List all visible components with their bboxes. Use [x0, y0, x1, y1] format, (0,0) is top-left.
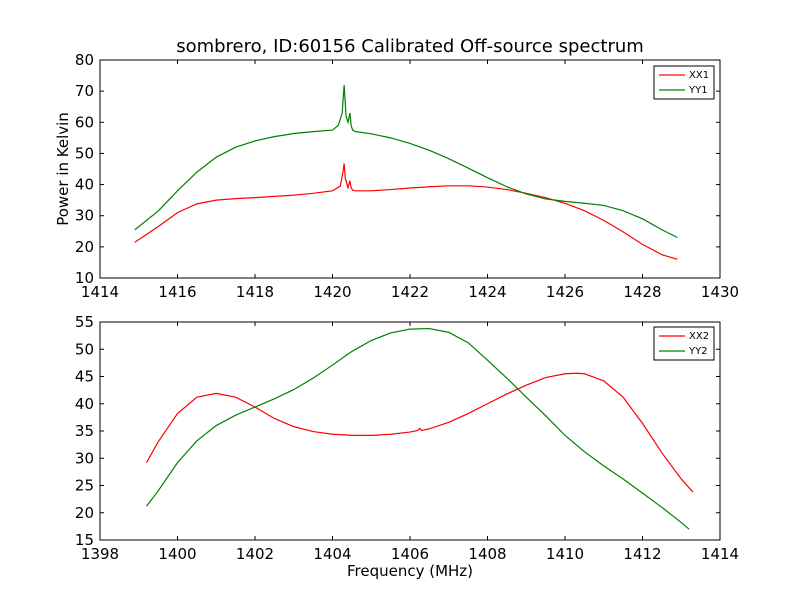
y-tick-label: 50 [75, 340, 94, 358]
y-tick-label: 30 [75, 449, 94, 467]
y-tick-label: 60 [75, 113, 94, 131]
x-tick-label: 1416 [158, 283, 196, 301]
top-ticks: 1414 1416 1418 1420 1422 1424 1426 1428 1430 10 20… [75, 51, 739, 301]
chart-title: sombrero, ID:60156 Calibrated Off-source… [176, 36, 644, 57]
bottom-ticks: 1398 1400 1402 1404 1406 1408 1410 1412 1414 15 20… [75, 313, 739, 563]
top-plot-lines [134, 84, 678, 260]
legend-label-xx2: XX2 [689, 331, 709, 342]
top-legend: XX1 YY1 [653, 65, 715, 100]
legend-label-yy2: YY2 [688, 346, 708, 357]
y-tick-label: 40 [75, 176, 94, 194]
x-tick-label: 1418 [236, 283, 274, 301]
legend-label-xx1: XX1 [689, 70, 709, 81]
y-tick-label: 80 [75, 51, 94, 69]
y-tick-label: 35 [75, 422, 94, 440]
bottom-legend-box [653, 326, 715, 361]
series-line-xx1 [134, 163, 678, 260]
y-tick-label: 70 [75, 82, 94, 100]
x-tick-label: 1414 [701, 545, 739, 563]
x-tick-label: 1408 [468, 545, 506, 563]
x-tick-label: 1428 [623, 283, 661, 301]
x-tick-label: 1400 [158, 545, 196, 563]
x-tick-label: 1422 [391, 283, 429, 301]
y-tick-label: 20 [75, 238, 94, 256]
bottom-legend: XX2 YY2 [653, 326, 715, 361]
series-line-xx2 [145, 372, 694, 493]
x-tick-label: 1412 [623, 545, 661, 563]
y-tick-label: 55 [75, 313, 94, 331]
series-line-yy1 [134, 84, 678, 239]
bottom-spectrum-panel: 1398 1400 1402 1404 1406 1408 1410 1412 1414 15 20… [75, 313, 739, 580]
x-tick-label: 1404 [313, 545, 351, 563]
y-tick-label: 50 [75, 144, 94, 162]
x-tick-label: 1402 [236, 545, 274, 563]
x-tick-label: 1406 [391, 545, 429, 563]
y-tick-label: 15 [75, 531, 94, 549]
y-tick-label: 30 [75, 207, 94, 225]
x-tick-label: 1424 [468, 283, 506, 301]
x-tick-label: 1426 [546, 283, 584, 301]
bottom-plot-lines [145, 327, 694, 530]
x-tick-label: 1414 [81, 283, 119, 301]
x-tick-label: 1430 [701, 283, 739, 301]
y-tick-label: 25 [75, 477, 94, 495]
x-tick-label: 1398 [81, 545, 119, 563]
y-tick-label: 40 [75, 395, 94, 413]
series-line-yy2 [146, 327, 690, 530]
top-legend-box [653, 65, 715, 100]
x-tick-label: 1410 [546, 545, 584, 563]
y-tick-label: 10 [75, 269, 94, 287]
top-y-axis-label: Power in Kelvin [54, 112, 72, 226]
top-spectrum-panel: 1414 1416 1418 1420 1422 1424 1426 1428 1430 10 20… [54, 51, 739, 301]
y-tick-label: 20 [75, 504, 94, 522]
x-tick-label: 1420 [313, 283, 351, 301]
bottom-x-axis-label: Frequency (MHz) [347, 562, 473, 580]
y-tick-label: 45 [75, 368, 94, 386]
legend-label-yy1: YY1 [688, 85, 708, 96]
